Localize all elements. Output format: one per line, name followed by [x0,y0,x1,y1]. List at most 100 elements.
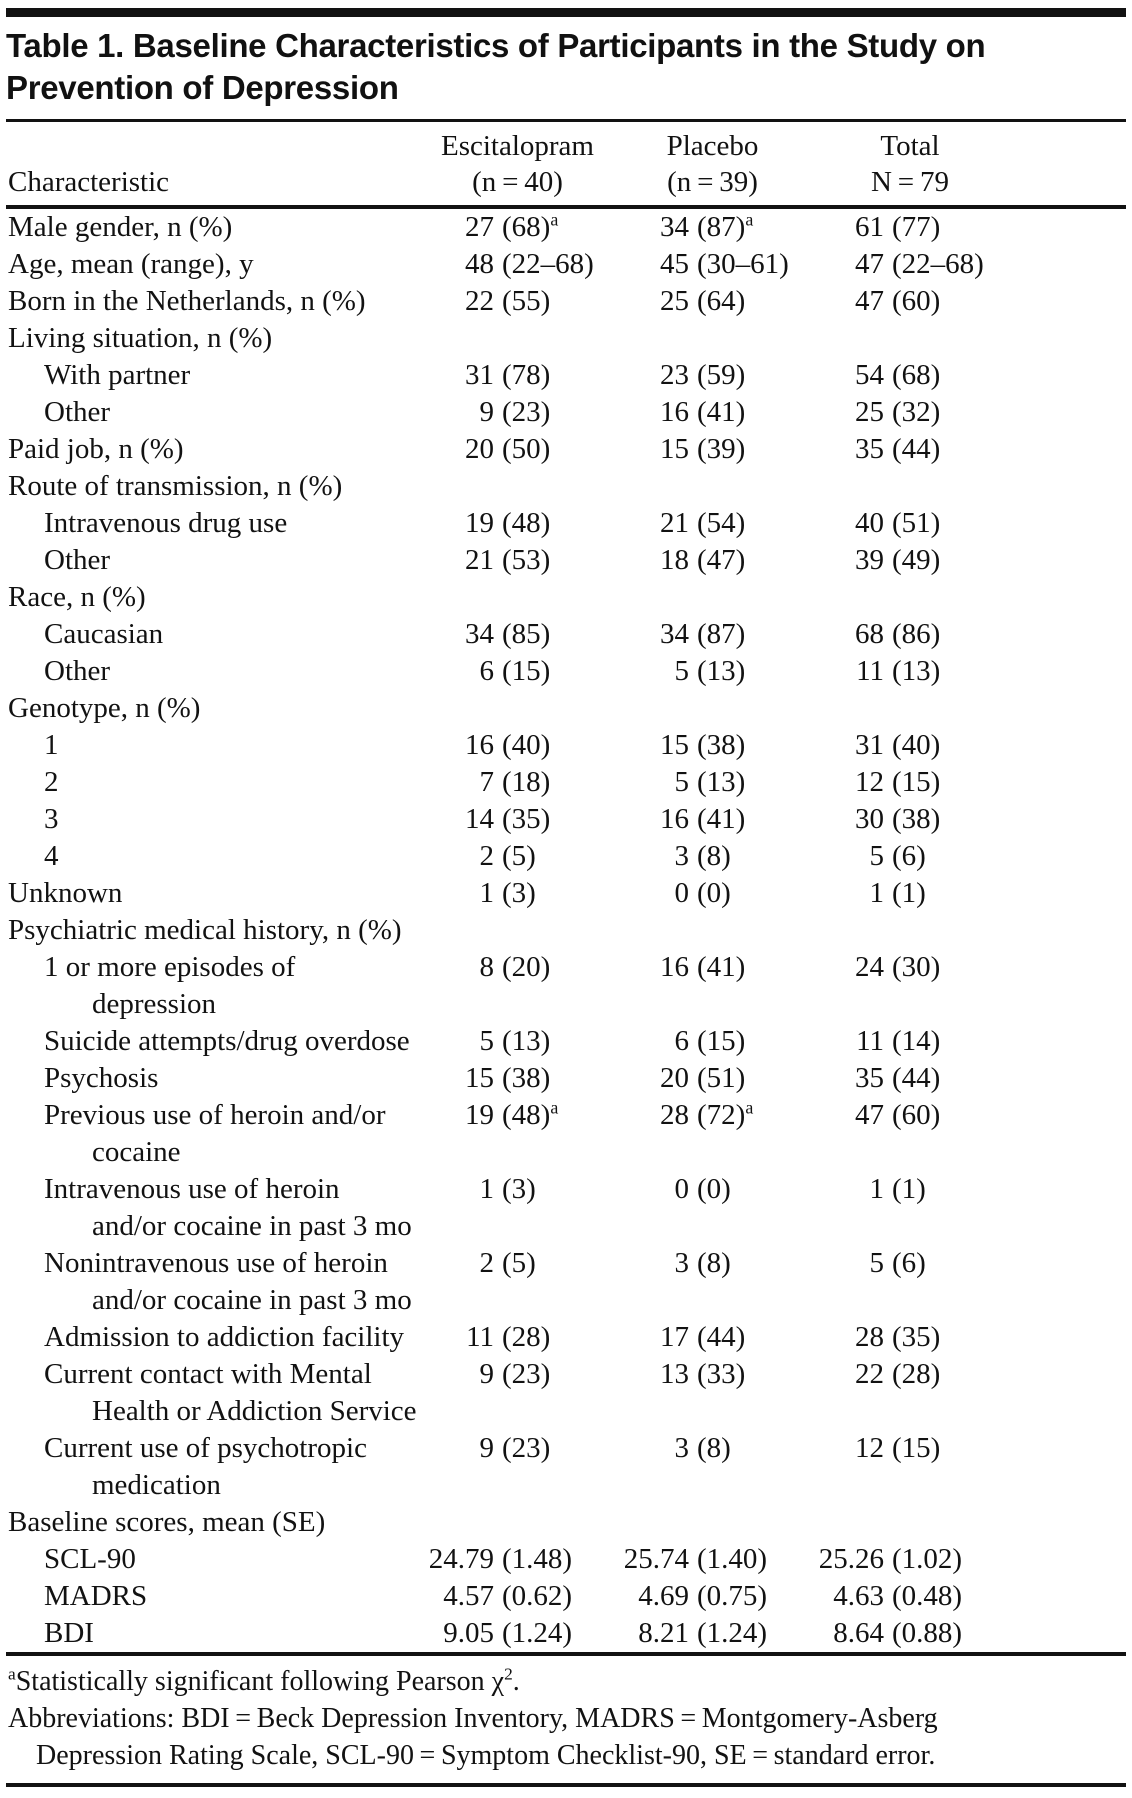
table-row: Previous use of heroin and/or cocaine 19 (4… [6,1097,1010,1171]
significance-superscript: a [745,1097,754,1118]
value-parenthetical: (0.75) [697,1580,768,1612]
cell-escitalopram: 2 (5) [420,838,615,875]
value-number: 47 [855,1099,884,1131]
value-number: 48 [465,248,494,280]
table-row: 3 14 (35) 16 (41) 30 (38) [6,801,1010,838]
table-row: Psychiatric medical history, n (%) [6,912,1010,949]
cell-total: 1 (1) [810,1171,1010,1245]
value-number: 39 [855,544,884,576]
header-divider-rule [6,205,1126,209]
cell-placebo: 45 (30–61) [615,246,810,283]
cell-placebo: 16 (41) [615,394,810,431]
table-row: Age, mean (range), y 48 (22–68) 45 (30–61) 47… [6,246,1010,283]
cell-placebo [615,1504,810,1541]
value-number: 34 [465,618,494,650]
significance-footnote-period: . [512,1666,520,1697]
value-parenthetical: (87) [697,618,746,650]
table-footnotes: aStatistically significant following Pea… [6,1656,1126,1783]
value-number: 45 [660,248,689,280]
value-number: 7 [479,766,495,798]
value-parenthetical: (15) [892,1432,941,1464]
value-number: 25 [855,396,884,428]
cell-escitalopram: 1 (3) [420,875,615,912]
header-escitalopram-name: Escitalopram [440,130,594,162]
value-parenthetical: (30) [892,951,941,983]
value-number: 47 [855,248,884,280]
bottom-rule [6,1783,1126,1787]
header-placebo-n: (n = 39) [667,166,758,198]
row-label-text: Paid job, n (%) [8,433,184,465]
cell-total [810,690,1010,727]
row-label: Caucasian [6,616,420,653]
value-parenthetical: (1.02) [892,1543,963,1575]
row-label: Living situation, n (%) [6,320,420,357]
cell-escitalopram: 5 (13) [420,1023,615,1060]
row-label: Other [6,394,420,431]
cell-placebo [615,579,810,616]
value-number: 35 [855,433,884,465]
value-number: 11 [856,1025,884,1057]
value-parenthetical: (30–61) [697,248,789,280]
cell-total: 8.64 (0.88) [810,1615,1010,1652]
row-label-text: Other [44,396,111,428]
value-number: 16 [660,396,689,428]
value-number: 6 [479,655,495,687]
row-label-text: Race, n (%) [8,581,146,613]
value-number: 3 [674,840,690,872]
abbreviations-footnote-line2: Depression Rating Scale, SCL-90 = Sympto… [36,1740,936,1771]
table-row: Suicide attempts/drug overdose 5 (13) 6 (15)… [6,1023,1010,1060]
value-parenthetical: (68) [892,359,941,391]
cell-total: 47 (60) [810,1097,1010,1171]
value-number: 25.74 [623,1543,689,1575]
significance-superscript: a [550,1097,559,1118]
table-row: SCL-90 24.79 (1.48) 25.74 (1.40) 25.26 (1.02) [6,1541,1010,1578]
table-row: Unknown 1 (3) 0 (0) 1 (1) [6,875,1010,912]
row-label: Psychiatric medical history, n (%) [6,912,420,949]
header-placebo: Placebo (n = 39) [615,122,810,205]
value-parenthetical: (15) [502,655,551,687]
value-number: 9.05 [443,1617,494,1649]
cell-placebo: 20 (51) [615,1060,810,1097]
article-table-figure: Table 1. Baseline Characteristics of Par… [0,8,1132,1787]
value-number: 5 [479,1025,495,1057]
value-parenthetical: (55) [502,285,551,317]
value-parenthetical: (0) [697,1173,731,1205]
row-label: Unknown [6,875,420,912]
value-parenthetical: (38) [502,1062,551,1094]
table-row: Living situation, n (%) [6,320,1010,357]
cell-total: 22 (28) [810,1356,1010,1430]
value-number: 19 [465,1099,494,1131]
chi-squared-exponent: 2 [504,1664,513,1684]
cell-escitalopram [420,1504,615,1541]
row-label: With partner [6,357,420,394]
value-parenthetical: (8) [697,1247,731,1279]
table-row: Paid job, n (%) 20 (50) 15 (39) 35 (44) [6,431,1010,468]
cell-total: 47 (60) [810,283,1010,320]
cell-placebo [615,690,810,727]
cell-escitalopram: 1 (3) [420,1171,615,1245]
cell-total: 35 (44) [810,431,1010,468]
cell-total: 54 (68) [810,357,1010,394]
value-number: 34 [660,618,689,650]
value-parenthetical: (3) [502,1173,536,1205]
cell-total: 61 (77) [810,209,1010,246]
value-parenthetical: (51) [697,1062,746,1094]
row-label: Intravenous drug use [6,505,420,542]
row-label-text: 2 [44,766,59,798]
cell-placebo [615,468,810,505]
table-row: 4 2 (5) 3 (8) 5 (6) [6,838,1010,875]
row-label: Race, n (%) [6,579,420,616]
table-row: Current contact with Mental Health or Add… [6,1356,1010,1430]
value-number: 27 [465,211,494,243]
value-number: 12 [855,1432,884,1464]
cell-total: 11 (13) [810,653,1010,690]
cell-total [810,579,1010,616]
row-label: Previous use of heroin and/or cocaine [6,1097,420,1171]
value-number: 3 [674,1432,690,1464]
value-parenthetical: (6) [892,840,926,872]
cell-total: 30 (38) [810,801,1010,838]
value-parenthetical: (41) [697,951,746,983]
cell-placebo: 25.74 (1.40) [615,1541,810,1578]
cell-escitalopram: 21 (53) [420,542,615,579]
row-label: 2 [6,764,420,801]
